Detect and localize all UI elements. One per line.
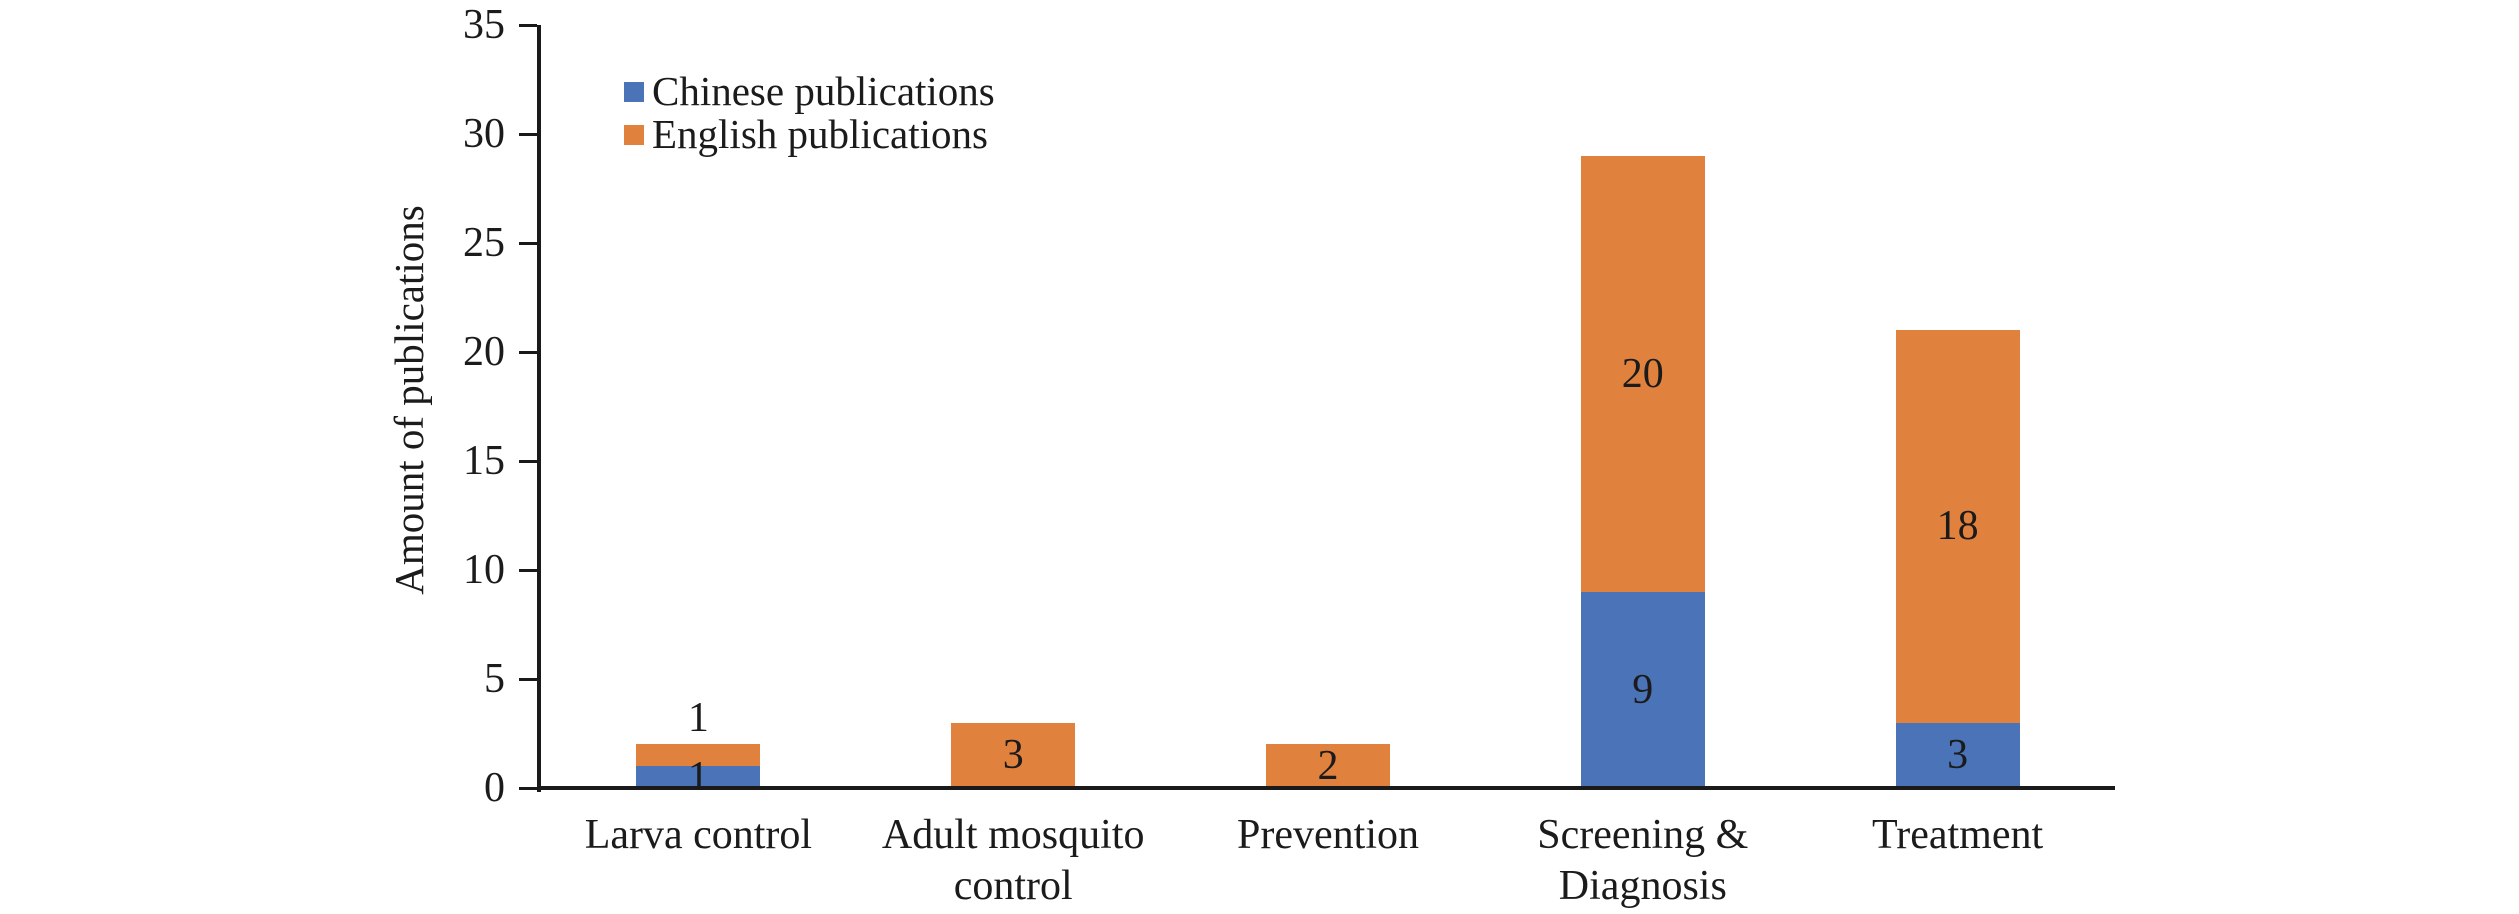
bar-segment-english-publications-treatment [1895, 330, 2020, 723]
y-tick-mark-15 [519, 459, 537, 463]
x-category-label-prevention: Prevention [1237, 812, 1419, 858]
x-category-label-screening-diagnosis: Screening & Diagnosis [1537, 812, 1749, 909]
legend-item-english-publications: English publications [624, 113, 995, 156]
y-axis-line [537, 25, 541, 792]
legend: Chinese publications English publications [624, 70, 995, 156]
bar-segment-chinese-publications-larva-control [636, 766, 761, 788]
data-label-english-publications-adult-mosquito-control: 3 [1002, 732, 1024, 779]
data-label-chinese-publications-treatment: 3 [1947, 732, 1969, 779]
x-category-label-adult-mosquito-control: Adult mosquito control [881, 812, 1145, 909]
y-tick-label-0: 0 [484, 765, 505, 811]
legend-swatch-icon [624, 124, 644, 145]
legend-item-chinese-publications: Chinese publications [624, 70, 995, 113]
data-label-english-publications-prevention: 2 [1317, 743, 1339, 790]
data-label-english-publications-treatment: 18 [1936, 503, 1979, 550]
bar-segment-chinese-publications-screening-diagnosis [1580, 591, 1705, 788]
bar-segment-english-publications-screening-diagnosis [1580, 155, 1705, 592]
bar-segment-english-publications-adult-mosquito-control [951, 722, 1076, 788]
y-tick-label-10: 10 [463, 547, 505, 593]
y-tick-label-20: 20 [463, 329, 505, 375]
y-tick-label-25: 25 [463, 220, 505, 266]
data-label-chinese-publications-screening-diagnosis: 9 [1632, 666, 1654, 713]
bar-segment-english-publications-larva-control [636, 744, 761, 767]
bar-segment-english-publications-prevention [1266, 744, 1390, 788]
x-axis-line [537, 786, 2115, 790]
data-label-english-publications-larva-control: 1 [687, 695, 709, 742]
y-tick-label-5: 5 [484, 656, 505, 702]
y-tick-label-15: 15 [463, 438, 505, 484]
bar-segment-chinese-publications-treatment [1895, 722, 2020, 788]
legend-label: English publications [652, 111, 988, 157]
x-category-label-larva-control: Larva control [584, 812, 813, 858]
y-tick-mark-30 [519, 132, 537, 136]
legend-label: Chinese publications [652, 68, 995, 114]
data-label-english-publications-screening-diagnosis: 20 [1621, 350, 1664, 397]
data-label-chinese-publications-larva-control: 1 [687, 754, 709, 801]
y-tick-mark-10 [519, 568, 537, 572]
y-tick-mark-0 [519, 786, 537, 790]
y-tick-mark-35 [519, 23, 537, 27]
y-tick-mark-5 [519, 677, 537, 681]
y-tick-label-35: 35 [463, 2, 505, 48]
legend-swatch-icon [624, 81, 644, 102]
x-category-label-treatment: Treatment [1872, 812, 2044, 858]
y-tick-mark-25 [519, 241, 537, 245]
y-tick-mark-20 [519, 350, 537, 354]
y-tick-label-30: 30 [463, 111, 505, 157]
